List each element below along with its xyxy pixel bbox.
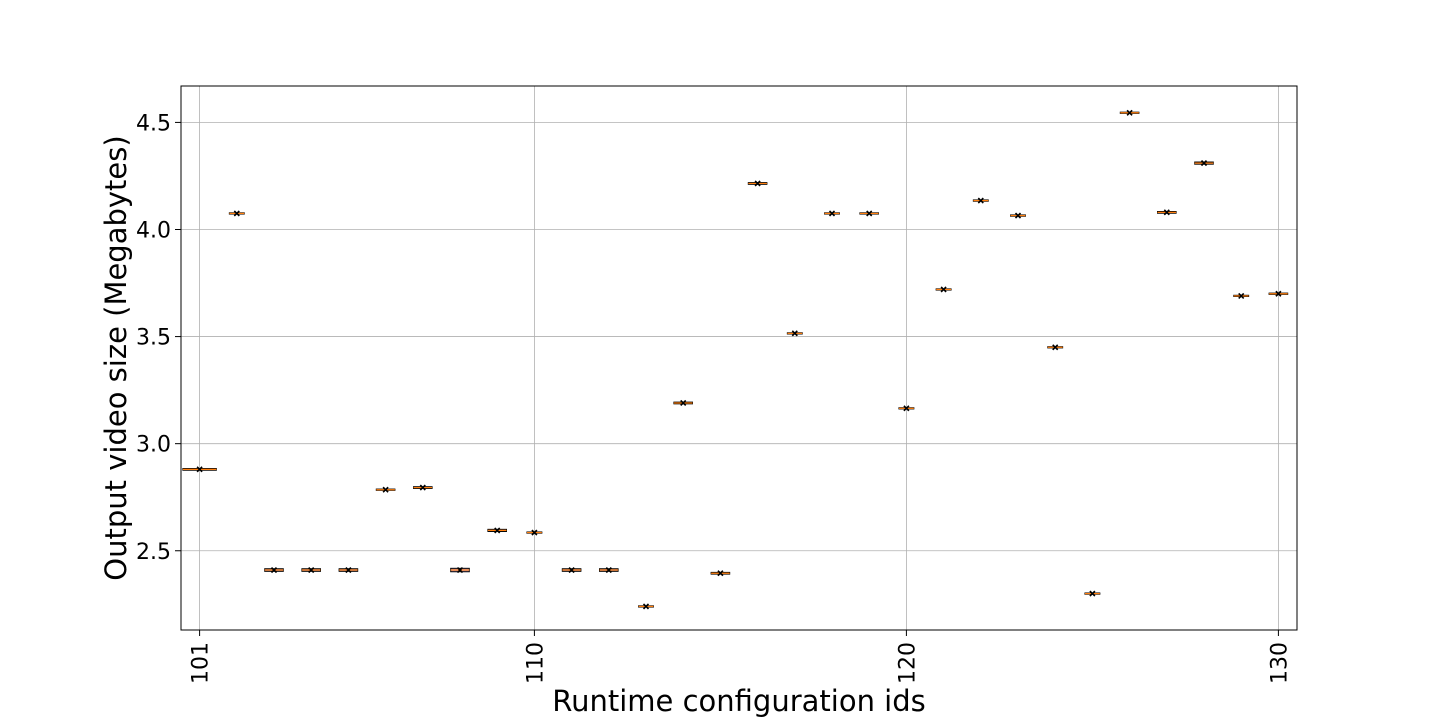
- y-axis-label: Output video size (Megabytes): [99, 135, 133, 580]
- box-107: [413, 484, 433, 491]
- mean-marker: [345, 566, 352, 574]
- mean-marker: [531, 529, 538, 536]
- box-121: [935, 286, 952, 293]
- mean-marker: [940, 286, 947, 293]
- mean-marker: [828, 210, 836, 217]
- mean-marker: [866, 210, 873, 217]
- mean-marker: [791, 330, 798, 337]
- y-tick-label: 3.5: [136, 326, 171, 351]
- y-tick-label: 3.0: [136, 433, 171, 458]
- box-112: [599, 566, 619, 574]
- mean-marker: [233, 210, 240, 217]
- x-tick-label: 130: [1267, 642, 1292, 684]
- axis-ticks: 101 110 120 130 2.5 3.0 3.5 4.0 4.5: [136, 111, 1292, 684]
- box-111: [561, 566, 582, 574]
- box-114: [673, 399, 694, 407]
- mean-marker: [605, 566, 612, 574]
- x-tick-label: 110: [523, 642, 548, 684]
- box-109: [487, 527, 507, 534]
- y-tick-label: 4.5: [136, 111, 171, 136]
- mean-marker: [754, 180, 761, 187]
- mean-marker: [1052, 344, 1059, 351]
- box-127: [1157, 209, 1177, 216]
- x-tick-label: 120: [895, 642, 920, 684]
- y-tick-label: 4.0: [136, 218, 171, 243]
- mean-marker: [717, 570, 724, 577]
- box-102: [228, 210, 245, 217]
- mean-marker: [196, 466, 203, 473]
- box-122: [972, 197, 989, 204]
- mean-marker: [1014, 212, 1022, 219]
- box-124: [1047, 344, 1064, 351]
- mean-marker: [1200, 160, 1208, 167]
- mean-marker: [1126, 109, 1133, 116]
- mean-marker: [680, 399, 687, 407]
- box-116: [747, 180, 768, 187]
- box-113: [638, 603, 654, 610]
- mean-marker: [568, 566, 575, 574]
- box-125: [1084, 590, 1101, 597]
- box-128: [1194, 160, 1214, 167]
- box-110: [526, 529, 543, 536]
- mean-marker: [456, 566, 464, 574]
- box-115: [710, 570, 731, 577]
- mean-marker: [270, 566, 278, 574]
- mean-marker: [1275, 290, 1282, 297]
- box-130: [1268, 290, 1289, 297]
- box-119: [859, 210, 880, 217]
- box-103: [264, 566, 284, 574]
- box-104: [301, 566, 321, 574]
- x-tick-label: 101: [189, 642, 214, 684]
- x-axis-label: Runtime configuration ids: [552, 684, 926, 718]
- box-117: [786, 330, 803, 337]
- y-tick-label: 2.5: [136, 540, 171, 565]
- mean-marker: [642, 603, 650, 610]
- grid-lines: [181, 86, 1297, 630]
- mean-marker: [1089, 590, 1096, 597]
- box-118: [824, 210, 840, 217]
- box-120: [898, 405, 915, 412]
- box-126: [1119, 109, 1140, 116]
- mean-marker: [977, 197, 984, 204]
- box-101: [182, 466, 217, 473]
- mean-marker: [903, 405, 910, 412]
- box-129: [1233, 292, 1250, 299]
- mean-marker: [1238, 292, 1245, 299]
- mean-marker: [1163, 209, 1170, 216]
- mean-marker: [308, 566, 315, 574]
- boxes: [182, 109, 1289, 610]
- mean-marker: [419, 484, 426, 491]
- box-108: [450, 566, 470, 574]
- box-106: [375, 486, 396, 493]
- box-105: [338, 566, 359, 574]
- plot-frame: [180, 85, 1298, 631]
- box-123: [1010, 212, 1026, 219]
- mean-marker: [382, 486, 389, 493]
- mean-marker: [494, 527, 501, 534]
